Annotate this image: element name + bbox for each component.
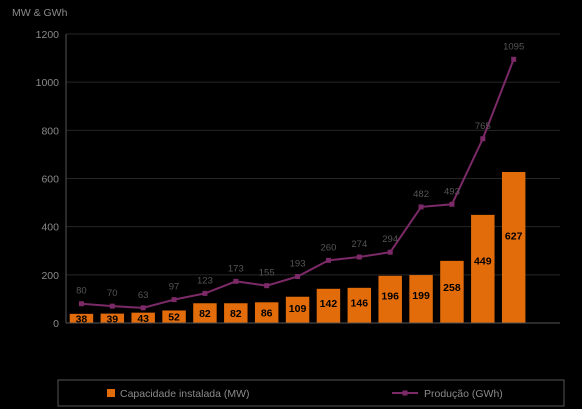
line-marker	[78, 301, 84, 307]
line-marker	[264, 283, 270, 289]
line-marker	[109, 303, 115, 309]
line-marker	[418, 204, 424, 210]
bar	[347, 287, 372, 323]
line-marker	[387, 249, 393, 255]
bar-value-label: 82	[230, 308, 242, 320]
legend-label-line: Produção (GWh)	[424, 388, 503, 400]
line-value-label: 63	[138, 290, 149, 301]
line-series	[78, 56, 517, 311]
bar	[100, 313, 125, 323]
line-value-label: 173	[228, 263, 244, 274]
y-tick-label: 200	[41, 270, 59, 282]
bar	[69, 313, 94, 323]
y-axis-label: MW & GWh	[12, 7, 68, 19]
legend-marker-line	[402, 390, 408, 396]
bar-value-label: 258	[443, 282, 461, 294]
line-data-labels: 80 70 63 97 123 173 155 193 260 274 294 482 493 765 10…	[76, 41, 524, 301]
bar	[162, 310, 186, 323]
line-marker	[511, 56, 517, 62]
line-value-label: 274	[351, 239, 367, 250]
line-value-label: 294	[382, 234, 398, 245]
y-tick-labels: 0 200 400 600 800 1000 1200	[36, 29, 60, 330]
bar-data-labels: 38 39 43 52 82 82 86 109 142 146 196 199 258 449 627	[76, 230, 523, 325]
legend-swatch-bar	[107, 389, 115, 397]
bar-value-label: 109	[289, 303, 307, 315]
bar-value-label: 38	[76, 313, 88, 325]
y-tick-label: 1200	[36, 29, 60, 41]
bar-value-label: 82	[199, 308, 211, 320]
line-value-label: 123	[197, 275, 213, 286]
line-value-label: 80	[76, 286, 87, 297]
line-value-label: 765	[475, 121, 491, 132]
bar	[193, 303, 217, 323]
line-marker	[295, 274, 301, 280]
bar	[285, 296, 310, 323]
bar	[254, 302, 279, 323]
line-value-label: 482	[413, 189, 429, 200]
line-marker	[449, 201, 455, 207]
y-tick-label: 800	[41, 125, 59, 137]
bar-value-label: 86	[261, 308, 273, 320]
bar	[316, 288, 341, 323]
line-marker	[325, 257, 331, 263]
y-tick-label: 1000	[36, 77, 60, 89]
bar	[471, 214, 495, 323]
line-value-label: 193	[290, 259, 306, 270]
legend-frame	[57, 379, 565, 407]
bar-value-label: 449	[474, 255, 492, 267]
bar-value-label: 142	[320, 298, 338, 310]
legend-label-bar: Capacidade instalada (MW)	[120, 388, 250, 400]
bar	[501, 171, 526, 323]
bar	[440, 260, 464, 323]
bar-value-label: 146	[351, 298, 369, 310]
bar	[131, 312, 155, 323]
bar	[409, 275, 433, 323]
bar-value-label: 196	[381, 291, 399, 303]
y-tick-label: 0	[53, 318, 59, 330]
bar	[378, 275, 402, 323]
bar-value-label: 39	[106, 313, 118, 325]
bar-series	[69, 171, 526, 323]
line-value-label: 97	[169, 282, 180, 293]
line-marker	[140, 305, 146, 311]
line-value-label: 70	[107, 288, 118, 299]
line-marker	[356, 254, 362, 260]
line-value-label: 493	[444, 186, 460, 197]
line-value-label: 260	[321, 242, 337, 253]
bar-value-label: 52	[168, 312, 180, 324]
bar-value-label: 627	[505, 230, 523, 242]
line-marker	[480, 136, 486, 142]
line-marker	[202, 290, 208, 296]
legend: Capacidade instalada (MW) Produção (GWh)	[57, 379, 565, 407]
line-marker	[171, 297, 177, 303]
line-value-label: 1095	[503, 41, 524, 52]
line-marker	[233, 278, 239, 284]
bar-value-label: 199	[412, 290, 430, 302]
y-tick-label: 600	[41, 174, 59, 186]
bar-value-label: 43	[137, 313, 149, 325]
bar	[224, 303, 248, 323]
line-value-label: 155	[259, 268, 275, 279]
y-tick-label: 400	[41, 222, 59, 234]
